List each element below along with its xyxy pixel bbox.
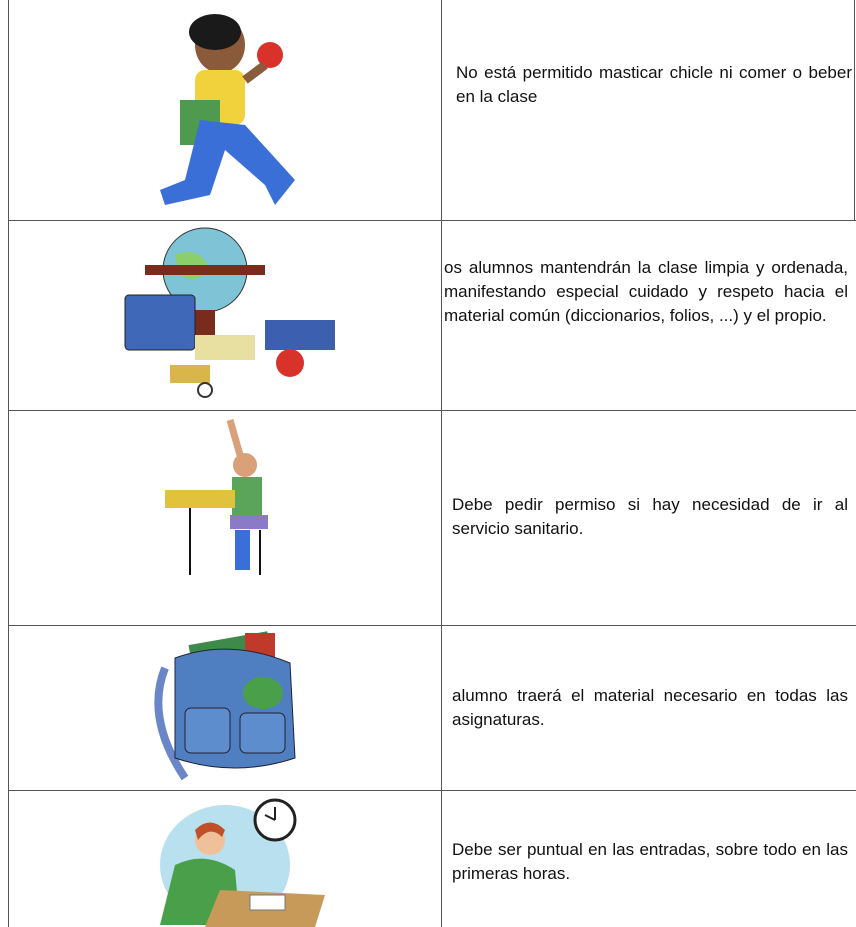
backpack-illustration [154,631,296,781]
left-border [8,0,9,927]
row-divider [8,790,856,791]
boy-illustration [160,14,295,205]
row-divider [8,410,856,411]
rule-text: Debe pedir permiso si hay necesidad de i… [452,495,848,538]
column-divider [441,0,442,927]
rule-text: Debe ser puntual en las entradas, sobre … [452,840,848,883]
row-divider [8,220,856,221]
rule-text: No está permitido masticar chicle ni com… [456,63,852,106]
rule-text: alumno traerá el material necesario en t… [452,686,848,729]
clock-illustration [160,798,325,927]
right-border [854,0,855,220]
student-illustration [165,419,268,575]
supplies-illustration [124,227,335,398]
row-divider [8,625,856,626]
rule-text: os alumnos mantendrán la clase limpia y … [444,258,848,325]
